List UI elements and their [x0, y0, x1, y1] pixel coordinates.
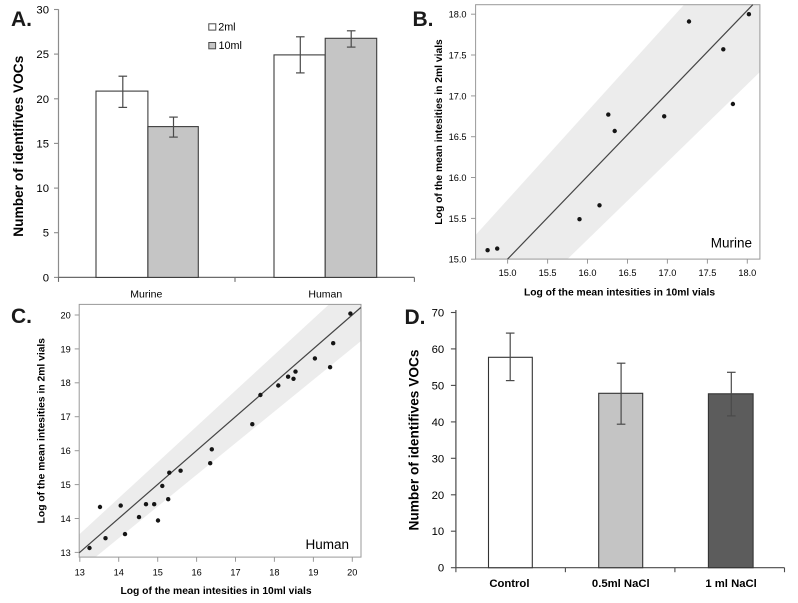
svg-text:14: 14: [60, 514, 70, 524]
svg-text:5: 5: [43, 228, 49, 240]
svg-text:Number of identifives VOCs: Number of identifives VOCs: [407, 349, 422, 530]
svg-text:30: 30: [432, 453, 445, 465]
svg-text:1 ml NaCl: 1 ml NaCl: [705, 578, 756, 590]
svg-text:15: 15: [60, 480, 70, 490]
svg-text:15: 15: [153, 568, 163, 578]
svg-text:15.5: 15.5: [539, 268, 557, 278]
svg-text:50: 50: [432, 380, 445, 392]
svg-text:0.5ml NaCl: 0.5ml NaCl: [592, 578, 650, 590]
svg-text:18.0: 18.0: [738, 268, 756, 278]
svg-text:17: 17: [60, 412, 70, 422]
svg-text:13: 13: [60, 548, 70, 558]
svg-text:17.5: 17.5: [698, 268, 716, 278]
svg-text:2ml: 2ml: [218, 21, 235, 33]
svg-text:Log of the mean intesities in: Log of the mean intesities in 10ml vials: [120, 586, 311, 597]
svg-text:Human: Human: [305, 537, 349, 552]
svg-text:15.0: 15.0: [499, 268, 517, 278]
svg-text:30: 30: [36, 5, 49, 17]
svg-text:17.0: 17.0: [658, 268, 676, 278]
svg-text:14: 14: [114, 568, 124, 578]
svg-text:Human: Human: [308, 289, 342, 301]
svg-text:20: 20: [60, 310, 70, 320]
svg-text:A.: A.: [11, 8, 32, 31]
svg-text:16.0: 16.0: [579, 268, 597, 278]
svg-text:16.0: 16.0: [449, 173, 467, 183]
svg-text:17.5: 17.5: [449, 50, 467, 60]
svg-text:10: 10: [432, 526, 445, 538]
svg-text:19: 19: [308, 568, 318, 578]
svg-text:18: 18: [269, 568, 279, 578]
svg-text:Number of identifives VOCs: Number of identifives VOCs: [11, 55, 26, 236]
svg-text:Log of the mean intesities in: Log of the mean intesities in 2ml vials: [434, 39, 445, 225]
svg-text:Control: Control: [489, 578, 529, 590]
svg-text:0: 0: [438, 563, 444, 575]
svg-text:16: 16: [191, 568, 201, 578]
svg-text:18.0: 18.0: [449, 10, 467, 20]
svg-text:16.5: 16.5: [449, 132, 467, 142]
svg-text:17.0: 17.0: [449, 91, 467, 101]
svg-text:18: 18: [60, 378, 70, 388]
svg-text:C.: C.: [11, 305, 32, 328]
svg-text:Murine: Murine: [711, 236, 752, 251]
svg-text:20: 20: [36, 94, 49, 106]
svg-text:19: 19: [60, 344, 70, 354]
svg-text:D.: D.: [405, 306, 426, 329]
svg-text:20: 20: [432, 490, 445, 502]
svg-text:40: 40: [432, 417, 445, 429]
svg-text:25: 25: [36, 49, 49, 61]
svg-text:Murine: Murine: [130, 289, 162, 301]
svg-text:15.0: 15.0: [449, 255, 467, 265]
svg-text:20: 20: [347, 568, 357, 578]
svg-text:13: 13: [75, 568, 85, 578]
svg-text:16: 16: [60, 446, 70, 456]
svg-text:15.5: 15.5: [449, 214, 467, 224]
svg-text:Log of the mean intesities in: Log of the mean intesities in 2ml vials: [37, 338, 48, 524]
svg-text:10: 10: [36, 183, 49, 195]
svg-text:15: 15: [36, 138, 49, 150]
svg-text:60: 60: [432, 344, 445, 356]
svg-text:Log of the mean intesities in: Log of the mean intesities in 10ml vials: [524, 288, 715, 299]
svg-text:0: 0: [43, 272, 49, 284]
svg-text:17: 17: [230, 568, 240, 578]
svg-text:B.: B.: [413, 8, 434, 31]
svg-text:10ml: 10ml: [219, 40, 242, 52]
svg-text:70: 70: [432, 308, 445, 320]
svg-text:16.5: 16.5: [619, 268, 637, 278]
